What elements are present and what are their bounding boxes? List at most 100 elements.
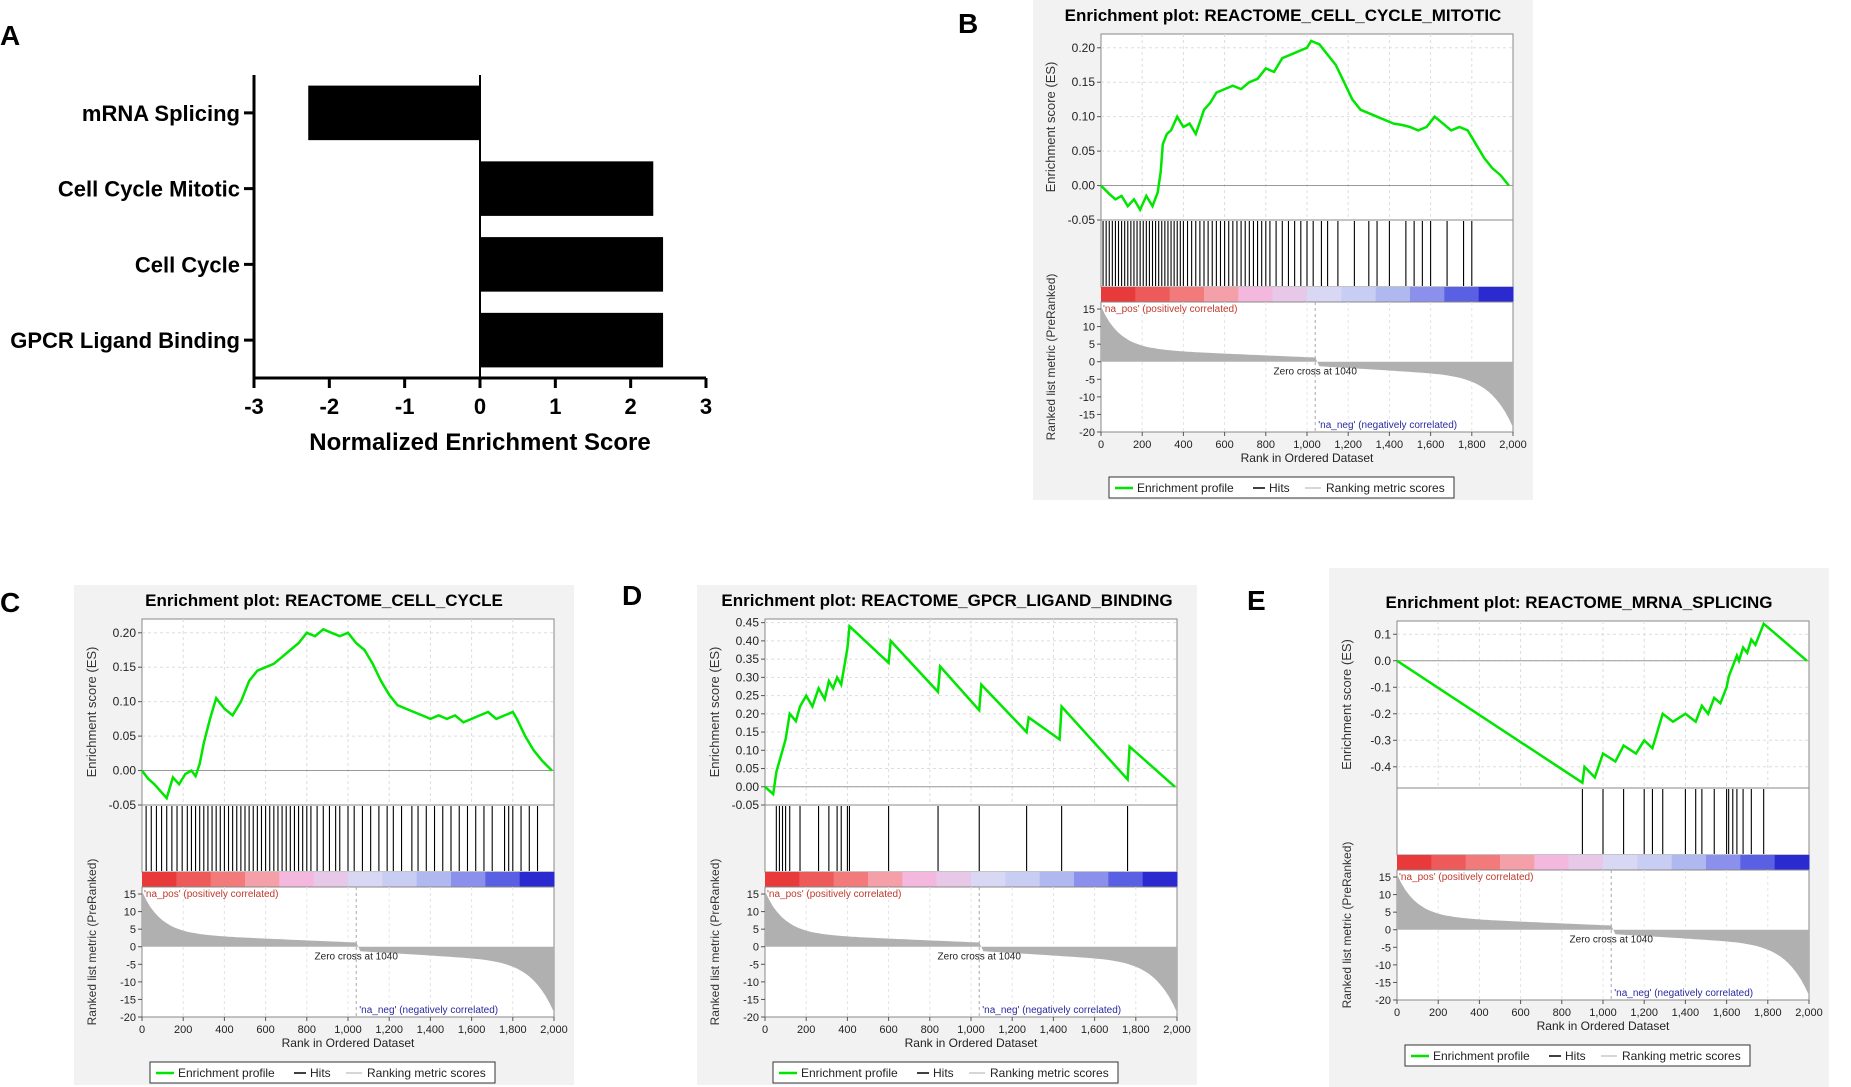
es-tick-label: 0.20 <box>736 707 760 721</box>
neg-correlated-label: 'na_neg' (negatively correlated) <box>1614 988 1753 999</box>
rank-color-band <box>1637 855 1673 870</box>
legend-label-hits: Hits <box>310 1066 331 1080</box>
legend-label-es: Enrichment profile <box>1433 1049 1530 1063</box>
x-tick-label: 800 <box>298 1024 316 1036</box>
rank-color-band <box>1204 287 1239 302</box>
ranking-metric-area <box>1397 874 1809 996</box>
x-tick-label: 800 <box>1553 1007 1571 1019</box>
x-tick-label: 2 <box>625 394 637 419</box>
x-tick-label: 2,000 <box>540 1024 568 1036</box>
es-tick-label: 0.0 <box>1374 654 1391 668</box>
rank-color-band <box>1005 872 1041 887</box>
metric-axis-label: Ranked list metric (PreRanked) <box>1044 274 1058 441</box>
x-tick-label: 0 <box>1394 1007 1400 1019</box>
x-tick-label: 2,000 <box>1163 1024 1191 1036</box>
legend-box <box>149 1061 496 1084</box>
rank-color-band <box>1101 287 1136 302</box>
es-tick-label: -0.1 <box>1370 680 1391 694</box>
es-axis-label: Enrichment score (ES) <box>707 647 722 778</box>
bar <box>480 312 664 368</box>
panel-label-c: C <box>0 587 21 618</box>
metric-tick-label: 10 <box>747 907 759 919</box>
es-axis-label: Enrichment score (ES) <box>1043 62 1058 193</box>
x-tick-label: 200 <box>174 1024 192 1036</box>
enrichment-profile-line <box>141 627 553 801</box>
panel-label-e: E <box>1247 585 1266 616</box>
rank-color-band <box>176 872 212 887</box>
enrichment-profile-line <box>764 623 1176 797</box>
rank-color-band <box>1142 872 1178 887</box>
ranking-metric-area <box>1101 306 1513 428</box>
x-tick-label: 200 <box>797 1024 815 1036</box>
metric-tick-label: 5 <box>130 924 136 936</box>
rank-color-band <box>1272 287 1308 302</box>
gsea-panel-cell-cycle: Enrichment plot: REACTOME_CELL_CYCLE 0.20… <box>74 585 574 1085</box>
rank-color-band <box>1238 287 1274 302</box>
x-tick-label: 1,200 <box>998 1024 1026 1036</box>
metric-tick-label: -20 <box>1079 427 1095 439</box>
neg-correlated-label: 'na_neg' (negatively correlated) <box>359 1005 498 1016</box>
es-tick-label: 0.35 <box>736 652 760 666</box>
rank-color-band <box>279 872 315 887</box>
rank-color-band <box>1431 855 1467 870</box>
pos-correlated-label: 'na_pos' (positively correlated) <box>767 889 901 900</box>
metric-tick-label: 10 <box>124 907 136 919</box>
metric-tick-label: 5 <box>1385 907 1391 919</box>
x-tick-label: 1,000 <box>334 1024 362 1036</box>
x-tick-label: 400 <box>838 1024 856 1036</box>
rank-color-band <box>902 872 938 887</box>
zero-cross-label: Zero cross at 1040 <box>938 951 1022 962</box>
rank-color-band <box>1706 855 1741 870</box>
es-tick-label: -0.05 <box>109 798 137 812</box>
rank-color-band <box>1740 855 1776 870</box>
metric-tick-label: 10 <box>1083 322 1095 334</box>
legend-label-hits: Hits <box>1269 481 1290 495</box>
x-tick-label: 2,000 <box>1499 439 1527 451</box>
es-tick-label: -0.4 <box>1370 760 1391 774</box>
x-tick-label: 1,600 <box>458 1024 486 1036</box>
es-tick-label: 0.10 <box>736 743 760 757</box>
nes-bar-chart: mRNA Splicing Cell Cycle Mitotic Cell Cycl… <box>10 75 712 456</box>
x-tick-label: -3 <box>244 394 264 419</box>
legend-label-hits: Hits <box>1565 1049 1586 1063</box>
neg-correlated-label: 'na_neg' (negatively correlated) <box>982 1005 1121 1016</box>
rank-color-band <box>1465 855 1501 870</box>
x-axis-label: Rank in Ordered Dataset <box>282 1036 415 1050</box>
rank-color-band <box>142 872 177 887</box>
rank-color-band <box>382 872 418 887</box>
rank-color-band <box>799 872 835 887</box>
x-tick-label: 1 <box>549 394 561 419</box>
x-tick-label: 1,400 <box>417 1024 445 1036</box>
metric-tick-label: -15 <box>1375 977 1391 989</box>
x-tick-label: 1,800 <box>1122 1024 1150 1036</box>
metric-tick-label: 15 <box>124 889 136 901</box>
es-tick-label: -0.05 <box>1068 213 1096 227</box>
es-tick-label: 0.05 <box>1072 144 1096 158</box>
pos-correlated-label: 'na_pos' (positively correlated) <box>1399 872 1533 883</box>
zero-cross-label: Zero cross at 1040 <box>1274 366 1358 377</box>
metric-axis-label: Ranked list metric (PreRanked) <box>708 859 722 1026</box>
rank-color-band <box>519 872 555 887</box>
x-tick-label: 200 <box>1133 439 1151 451</box>
category-label: Cell Cycle <box>135 252 240 277</box>
ranking-metric-area <box>765 891 1177 1013</box>
category-label: GPCR Ligand Binding <box>10 328 240 353</box>
x-tick-label: 600 <box>879 1024 897 1036</box>
plot-title: Enrichment plot: REACTOME_GPCR_LIGAND_BI… <box>721 591 1172 610</box>
metric-tick-label: -5 <box>1085 374 1095 386</box>
legend-label-hits: Hits <box>933 1066 954 1080</box>
x-tick-label: 1,200 <box>375 1024 403 1036</box>
es-tick-label: 0.10 <box>1072 110 1096 124</box>
panel-label-d: D <box>622 580 643 611</box>
x-axis-label: Rank in Ordered Dataset <box>1537 1019 1670 1033</box>
rank-color-band <box>1135 287 1171 302</box>
x-tick-label: 800 <box>1257 439 1275 451</box>
metric-tick-label: 0 <box>1385 925 1391 937</box>
x-tick-label: 1,000 <box>1293 439 1321 451</box>
x-tick-label: 0 <box>1098 439 1104 451</box>
metric-tick-label: 10 <box>1379 890 1391 902</box>
x-tick-label: 1,400 <box>1376 439 1404 451</box>
metric-tick-label: -20 <box>120 1012 136 1024</box>
legend-label-metric: Ranking metric scores <box>1622 1049 1741 1063</box>
rank-color-band <box>1671 855 1707 870</box>
